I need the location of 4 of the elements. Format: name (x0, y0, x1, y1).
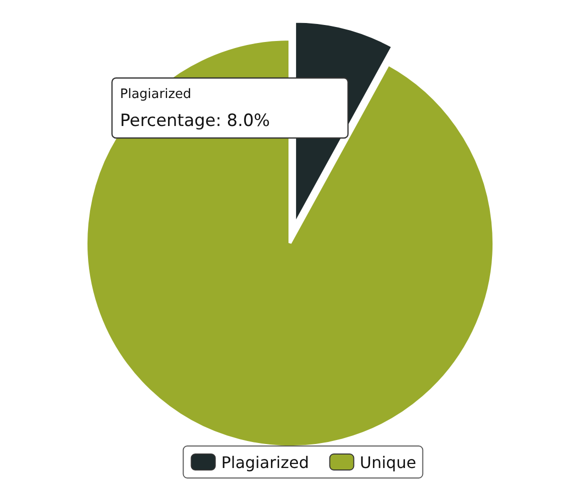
legend-label: Unique (360, 453, 416, 472)
text: Plagiarized (120, 87, 192, 102)
text: Percentage: 8.0% (120, 111, 270, 131)
legend-label: Plagiarized (221, 453, 309, 472)
